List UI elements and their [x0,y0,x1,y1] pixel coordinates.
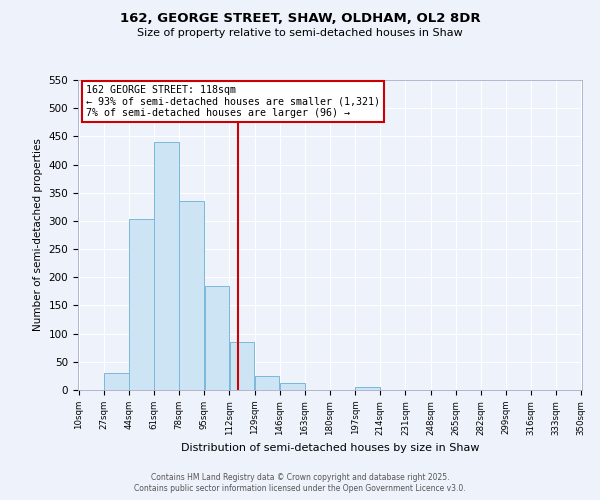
Text: Contains HM Land Registry data © Crown copyright and database right 2025.: Contains HM Land Registry data © Crown c… [151,472,449,482]
Bar [205,286,229,390]
Bar [154,142,179,390]
Text: 162 GEORGE STREET: 118sqm
← 93% of semi-detached houses are smaller (1,321)
7% o: 162 GEORGE STREET: 118sqm ← 93% of semi-… [86,84,380,118]
Text: Contains public sector information licensed under the Open Government Licence v3: Contains public sector information licen… [134,484,466,493]
Y-axis label: Number of semi-detached properties: Number of semi-detached properties [33,138,43,332]
Bar [129,219,154,390]
X-axis label: Distribution of semi-detached houses by size in Shaw: Distribution of semi-detached houses by … [181,443,479,453]
Bar [280,382,305,390]
Bar [255,376,280,390]
Bar [230,342,254,390]
Text: 162, GEORGE STREET, SHAW, OLDHAM, OL2 8DR: 162, GEORGE STREET, SHAW, OLDHAM, OL2 8D… [119,12,481,26]
Bar [355,386,380,390]
Bar [104,373,129,390]
Bar [179,201,204,390]
Text: Size of property relative to semi-detached houses in Shaw: Size of property relative to semi-detach… [137,28,463,38]
